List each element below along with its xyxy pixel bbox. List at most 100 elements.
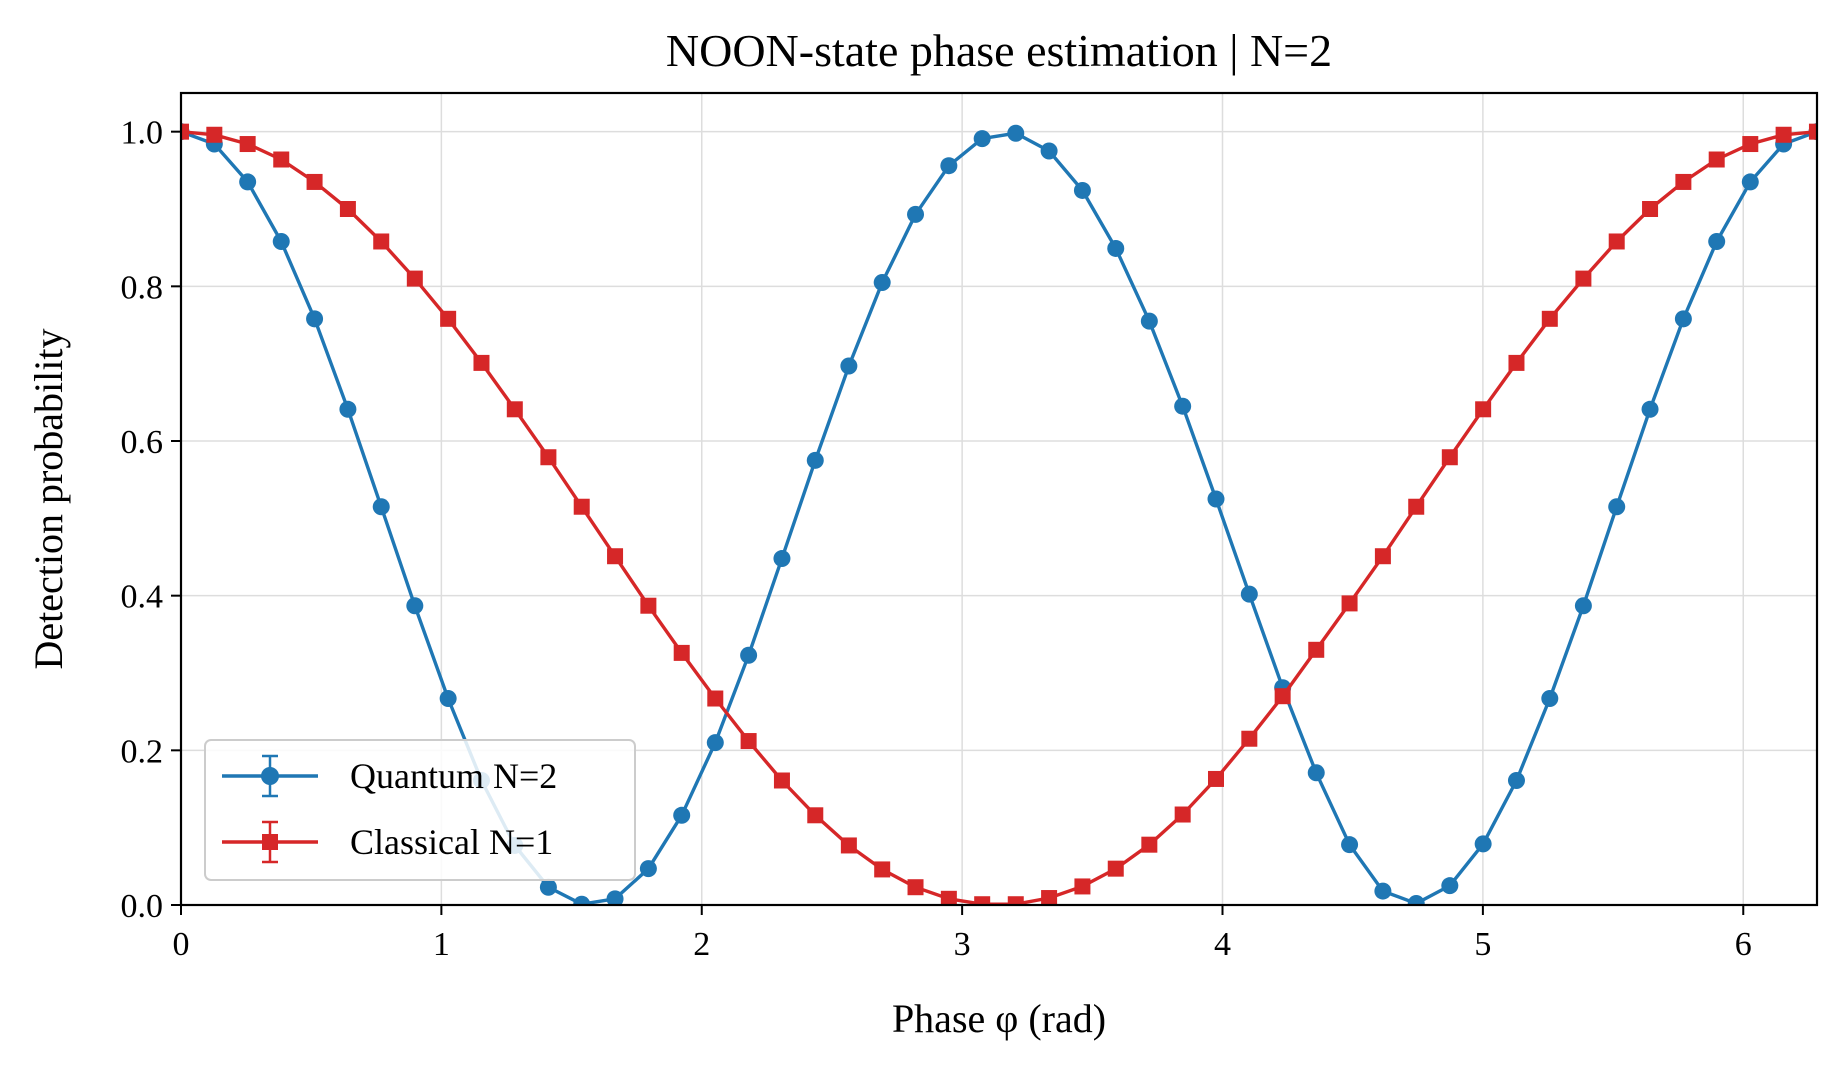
data-point: [706, 734, 724, 752]
data-point: [806, 451, 824, 469]
data-point: [1040, 142, 1058, 160]
data-point: [907, 879, 924, 896]
data-point: [773, 772, 790, 789]
data-point: [239, 136, 256, 153]
data-point: [1041, 890, 1058, 905]
data-point: [573, 498, 590, 515]
data-point: [306, 173, 323, 190]
data-point: [181, 123, 189, 140]
data-point: [974, 896, 991, 905]
y-tick-label: 0.0: [121, 888, 164, 925]
data-point: [339, 400, 357, 418]
data-point: [372, 498, 390, 516]
data-point: [1007, 124, 1025, 142]
data-point: [1708, 232, 1726, 250]
chart-title: NOON-state phase estimation | N=2: [666, 25, 1332, 76]
data-point: [1507, 771, 1525, 789]
data-point: [540, 449, 557, 466]
data-point: [1174, 397, 1192, 415]
data-point: [740, 646, 758, 664]
data-point: [1074, 878, 1091, 895]
data-point: [907, 205, 925, 223]
x-tick-label: 0: [173, 926, 190, 963]
data-point: [272, 232, 290, 250]
data-point: [940, 890, 957, 905]
data-point: [1441, 877, 1459, 895]
y-tick-label: 1.0: [121, 115, 164, 152]
data-point: [573, 895, 591, 905]
data-point: [1207, 490, 1225, 508]
x-axis-label: Phase φ (rad): [892, 996, 1106, 1041]
data-point: [1174, 806, 1191, 823]
data-point: [1341, 836, 1359, 854]
data-point: [1107, 239, 1125, 257]
legend-item: Quantum N=2: [222, 754, 557, 798]
series-line: [181, 130, 1817, 905]
series-quantum-n-2: [181, 123, 1817, 905]
data-point: [1407, 894, 1425, 905]
data-point: [840, 837, 857, 854]
data-point: [1308, 641, 1325, 658]
y-axis-label: Detection probability: [26, 328, 71, 669]
data-point: [406, 270, 423, 287]
data-point: [1374, 882, 1392, 900]
data-point: [273, 151, 290, 168]
data-point: [206, 126, 223, 143]
data-point: [873, 273, 891, 291]
x-tick-label: 4: [1214, 926, 1231, 963]
x-tick-label: 5: [1474, 926, 1491, 963]
data-point: [1073, 181, 1091, 199]
data-point: [1408, 498, 1425, 515]
x-tick-label: 6: [1735, 926, 1752, 963]
data-point: [740, 733, 757, 750]
data-point: [1574, 597, 1592, 615]
data-point: [1775, 126, 1792, 143]
data-point: [1641, 400, 1659, 418]
data-point: [973, 130, 991, 148]
legend-marker: [261, 767, 279, 785]
y-tick-label: 0.8: [121, 269, 164, 306]
data-point: [1007, 896, 1024, 905]
data-point: [1508, 354, 1525, 371]
data-point: [1107, 860, 1124, 877]
data-point: [1741, 173, 1759, 191]
data-point: [874, 861, 891, 878]
data-point: [1541, 310, 1558, 327]
legend-label: Classical N=1: [350, 822, 553, 862]
data-point: [1141, 836, 1158, 853]
y-tick-label: 0.4: [121, 579, 164, 616]
data-point: [1441, 449, 1458, 466]
data-point: [1742, 136, 1759, 153]
data-point: [439, 690, 457, 708]
data-point: [1207, 770, 1224, 787]
data-point: [1675, 173, 1692, 190]
data-point: [639, 860, 657, 878]
data-point: [1708, 151, 1725, 168]
data-point: [606, 890, 624, 905]
legend: Quantum N=2 Classical N=1: [204, 739, 636, 881]
data-point: [1241, 730, 1258, 747]
x-tick-label: 3: [954, 926, 971, 963]
data-point: [1341, 595, 1358, 612]
data-point: [440, 310, 457, 327]
data-point: [707, 690, 724, 707]
plot-frame: [179, 91, 1819, 907]
data-point: [673, 644, 690, 661]
legend-marker: [262, 834, 278, 850]
data-point: [406, 597, 424, 615]
data-point: [1642, 201, 1659, 217]
data-point: [473, 354, 490, 371]
data-point: [607, 548, 624, 565]
y-tick-label: 0.6: [121, 424, 164, 461]
data-point: [1474, 835, 1492, 853]
legend-item: Classical N=1: [222, 820, 553, 864]
data-point: [1374, 548, 1391, 565]
data-point: [373, 233, 390, 250]
data-point: [1475, 401, 1492, 418]
data-point: [1608, 498, 1626, 516]
data-point: [1140, 312, 1158, 330]
data-point: [239, 173, 257, 191]
data-point: [1808, 123, 1817, 140]
data-point: [306, 310, 324, 328]
